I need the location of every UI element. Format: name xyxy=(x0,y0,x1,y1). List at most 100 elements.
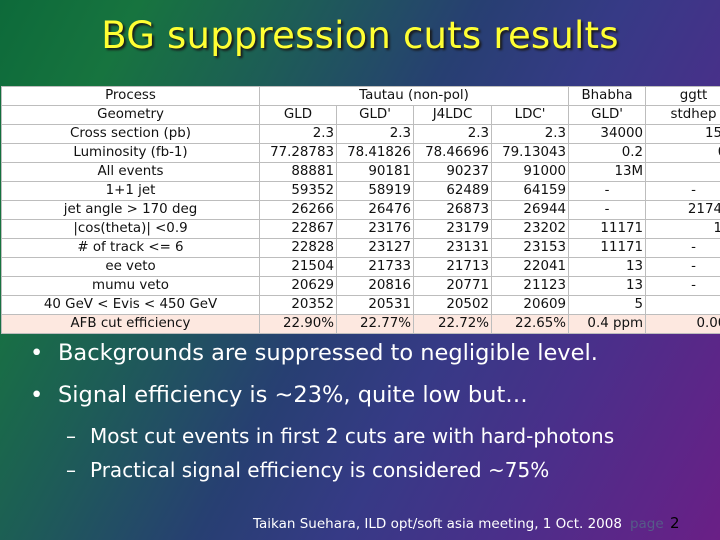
table-row: |cos(theta)| <0.9 22867 23176 23179 23202 111… xyxy=(1,219,720,239)
table-cell: 0 xyxy=(645,295,720,315)
table-cell: 2.3 xyxy=(490,124,570,144)
bullet-text: Signal efficiency is ~23%, quite low but… xyxy=(58,382,528,408)
table-cell: Tautau (non-pol) xyxy=(258,86,570,106)
table-row: AFB cut efficiency 22.90% 22.77% 22.72% 22.6… xyxy=(1,314,720,334)
table-cell: - xyxy=(645,238,720,258)
sub-bullet-item: – Practical signal efficiency is consider… xyxy=(66,458,550,482)
row-label-cell: 1+1 jet xyxy=(1,181,260,201)
table-cell: 1500 xyxy=(645,124,720,144)
table-cell: 26944 xyxy=(490,200,570,220)
sub-bullet-text: Practical signal efficiency is considere… xyxy=(90,458,550,482)
table-row: Cross section (pb)2.32.32.32.3340001500 xyxy=(1,124,720,144)
table-cell: 0.4 ppm xyxy=(568,314,647,334)
table-cell: 23153 xyxy=(490,238,570,258)
table-cell: 20629 xyxy=(259,276,337,296)
table-cell: 79.13043 xyxy=(490,143,570,163)
row-label-cell: Process xyxy=(1,86,260,106)
footer: Taikan Suehara, ILD opt/soft asia meetin… xyxy=(253,514,680,532)
table-cell: 77.28783 xyxy=(259,143,337,163)
row-label-cell: All events xyxy=(1,162,260,182)
table-cell: 22041 xyxy=(490,257,570,277)
table-cell: 26266 xyxy=(259,200,337,220)
table-cell: 22.65% xyxy=(490,314,570,334)
table-cell: 59352 xyxy=(259,181,337,201)
table-cell: ggtt xyxy=(645,86,720,106)
row-label-cell: AFB cut efficiency xyxy=(1,314,260,334)
table-cell: 20609 xyxy=(490,295,570,315)
table-cell: 0.7 xyxy=(645,143,720,163)
table-row: ee veto 21504 21733 21713 22041 13- xyxy=(1,257,720,277)
table-cell: 20531 xyxy=(336,295,414,315)
row-label-cell: 40 GeV < Evis < 450 GeV xyxy=(1,295,260,315)
table-cell: 0.2 xyxy=(568,143,647,163)
table-cell: 23202 xyxy=(490,219,570,239)
slide-title: BG suppression cuts results xyxy=(101,14,619,57)
bullet-item: • Signal efficiency is ~23%, quite low bu… xyxy=(30,382,528,408)
table-cell: 22867 xyxy=(259,219,337,239)
table-cell: GLD xyxy=(259,105,337,125)
table-cell: 0.00% xyxy=(645,314,720,334)
table-cell: 2.3 xyxy=(259,124,337,144)
row-label-cell: # of track <= 6 xyxy=(1,238,260,258)
results-table: Process Tautau (non-pol) Bhabha ggtt Geometr… xyxy=(1,86,720,334)
table-cell: 90237 xyxy=(413,162,492,182)
row-label-cell: jet angle > 170 deg xyxy=(1,200,260,220)
table-row: All events8888190181902379100013M1M xyxy=(1,162,720,182)
table-cell: 20816 xyxy=(336,276,414,296)
table-cell: 13M xyxy=(568,162,647,182)
row-label-cell: mumu veto xyxy=(1,276,260,296)
table-cell: 23179 xyxy=(413,219,492,239)
table-cell: GLD' xyxy=(568,105,647,125)
table-row: # of track <= 6 22828 23127 23131 23153 11171… xyxy=(1,238,720,258)
table-cell: stdhep xyxy=(645,105,720,125)
table-cell: 22.90% xyxy=(259,314,337,334)
table-cell: - xyxy=(645,276,720,296)
row-label-cell: Cross section (pb) xyxy=(1,124,260,144)
row-label-cell: Luminosity (fb-1) xyxy=(1,143,260,163)
table-cell: 22828 xyxy=(259,238,337,258)
table-cell: 91000 xyxy=(490,162,570,182)
sub-bullet-item: – Most cut events in first 2 cuts are wit… xyxy=(66,424,615,448)
table-cell: 78.46696 xyxy=(413,143,492,163)
page-label: page xyxy=(629,516,664,532)
table-cell: GLD' xyxy=(336,105,414,125)
row-label-cell: ee veto xyxy=(1,257,260,277)
table-row: 40 GeV < Evis < 450 GeV 20352 20531 20502 20… xyxy=(1,295,720,315)
table-row: 1+1 jet 59352 58919 62489 64159- - xyxy=(1,181,720,201)
table-cell: - xyxy=(568,181,647,201)
row-label-cell: |cos(theta)| <0.9 xyxy=(1,219,260,239)
table-cell: - xyxy=(645,181,720,201)
table-cell: 21504 xyxy=(259,257,337,277)
table-cell: Bhabha xyxy=(568,86,647,106)
table-row: Luminosity (fb-1) 77.28783 78.41826 78.4669… xyxy=(1,143,720,163)
table-cell: 11171 xyxy=(568,219,647,239)
table-cell: 23176 xyxy=(336,219,414,239)
table-cell: 20771 xyxy=(413,276,492,296)
table-cell: 13 xyxy=(568,257,647,277)
table-cell: 217431 xyxy=(645,200,720,220)
table-cell: 21123 xyxy=(490,276,570,296)
sub-bullet-text: Most cut events in first 2 cuts are with… xyxy=(90,424,615,448)
bullet-text: Backgrounds are suppressed to negligible… xyxy=(58,340,598,366)
table-cell: - xyxy=(645,257,720,277)
table-cell: 13 xyxy=(568,276,647,296)
table-cell: 22.77% xyxy=(336,314,414,334)
row-label-cell: Geometry xyxy=(1,105,260,125)
table-cell: 88881 xyxy=(259,162,337,182)
table-cell: 64159 xyxy=(490,181,570,201)
table-cell: 34000 xyxy=(568,124,647,144)
footer-text: Taikan Suehara, ILD opt/soft asia meetin… xyxy=(253,516,622,532)
table-cell: 20352 xyxy=(259,295,337,315)
table-cell: 5 xyxy=(568,295,647,315)
results-table-container: Process Tautau (non-pol) Bhabha ggtt Geometr… xyxy=(1,86,720,334)
table-cell: 58919 xyxy=(336,181,414,201)
table-cell: 23127 xyxy=(336,238,414,258)
page-number: 2 xyxy=(669,514,680,532)
table-cell: 130 xyxy=(645,219,720,239)
table-row: mumu veto 20629 20816 20771 21123 13- xyxy=(1,276,720,296)
table-cell: 2.3 xyxy=(336,124,414,144)
table-cell: 21733 xyxy=(336,257,414,277)
table-cell: 26476 xyxy=(336,200,414,220)
table-row: Process Tautau (non-pol) Bhabha ggtt xyxy=(1,86,720,106)
table-row: jet angle > 170 deg 26266 26476 26873 26944-… xyxy=(1,200,720,220)
